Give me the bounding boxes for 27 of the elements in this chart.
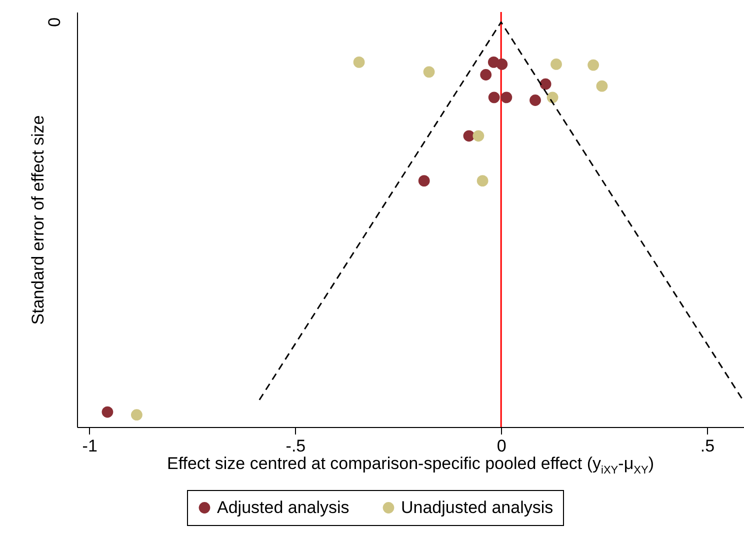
point (418, 175, 430, 187)
point (353, 56, 365, 68)
point (131, 409, 142, 421)
x-tick-label: .5 (700, 436, 715, 456)
point (480, 69, 492, 80)
y-axis-title: Standard error of effect size (28, 115, 48, 325)
point (588, 59, 600, 71)
point (530, 94, 541, 106)
point (500, 92, 512, 104)
x-tick-label: 0 (496, 436, 506, 456)
legend-label: Unadjusted analysis (401, 498, 554, 517)
point (463, 130, 475, 142)
text: 0 (45, 17, 64, 27)
point (472, 130, 484, 142)
point (540, 78, 552, 90)
point (546, 92, 558, 104)
point (102, 406, 114, 418)
point (476, 175, 488, 187)
point (488, 92, 500, 104)
legend-label: Adjusted analysis (217, 498, 350, 517)
x-tick-label: -.5 (286, 436, 306, 456)
point (550, 58, 562, 70)
x-tick-label: -1 (82, 436, 98, 456)
x-axis-title: Effect size centred at comparison-specific pooled effect (y$_{iXY}$-μ$_{XY}$) (166, 454, 655, 476)
point (423, 66, 435, 78)
point (496, 58, 508, 70)
point (596, 80, 608, 92)
